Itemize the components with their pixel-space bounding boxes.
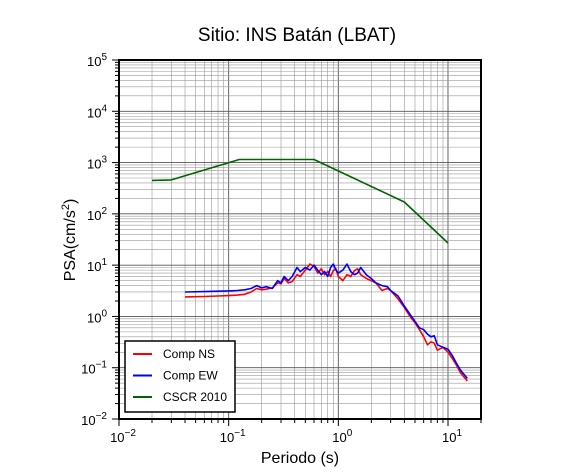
x-tick-label: 10−1 xyxy=(220,428,246,445)
y-tick-label: 101 xyxy=(87,257,107,274)
y-tick-label: 10−1 xyxy=(81,360,107,377)
plot-frame xyxy=(118,59,482,420)
x-axis-title: Periodo (s) xyxy=(261,450,339,467)
legend-label: Comp EW xyxy=(163,369,218,383)
x-tick-label: 10−2 xyxy=(110,428,136,445)
series-cscr-2010-line xyxy=(151,158,449,244)
y-tick-label: 102 xyxy=(87,206,107,223)
y-tick-label: 105 xyxy=(87,52,107,69)
y-tick-label: 104 xyxy=(87,103,107,120)
axis-ticks xyxy=(112,59,482,426)
legend-label: Comp NS xyxy=(163,347,215,361)
y-axis-title-main: PSA(cm/s xyxy=(62,210,79,281)
series-comp-ew-line xyxy=(184,263,468,379)
y-axis-title-superscript: 2 xyxy=(60,204,72,210)
series-comp-ns-line xyxy=(184,263,468,382)
y-tick-label: 10−2 xyxy=(81,411,107,428)
y-tick-label: 103 xyxy=(87,155,107,172)
y-tick-label: 100 xyxy=(87,308,107,325)
grid xyxy=(118,59,482,420)
x-tick-label: 100 xyxy=(332,428,352,445)
x-tick-labels: 10−2 10−1 100 101 xyxy=(110,428,462,445)
chart-title: Sitio: INS Batán (LBAT) xyxy=(198,25,396,46)
y-axis-title-tail: ) xyxy=(62,199,79,204)
series-layer xyxy=(151,158,468,382)
y-axis-title: PSA(cm/s2) xyxy=(60,199,79,282)
legend: Comp NS Comp EW CSCR 2010 xyxy=(124,340,236,413)
y-tick-labels: 10−2 10−1 100 101 102 103 104 105 xyxy=(81,52,107,428)
x-tick-label: 101 xyxy=(442,428,462,445)
legend-label: CSCR 2010 xyxy=(163,390,227,404)
